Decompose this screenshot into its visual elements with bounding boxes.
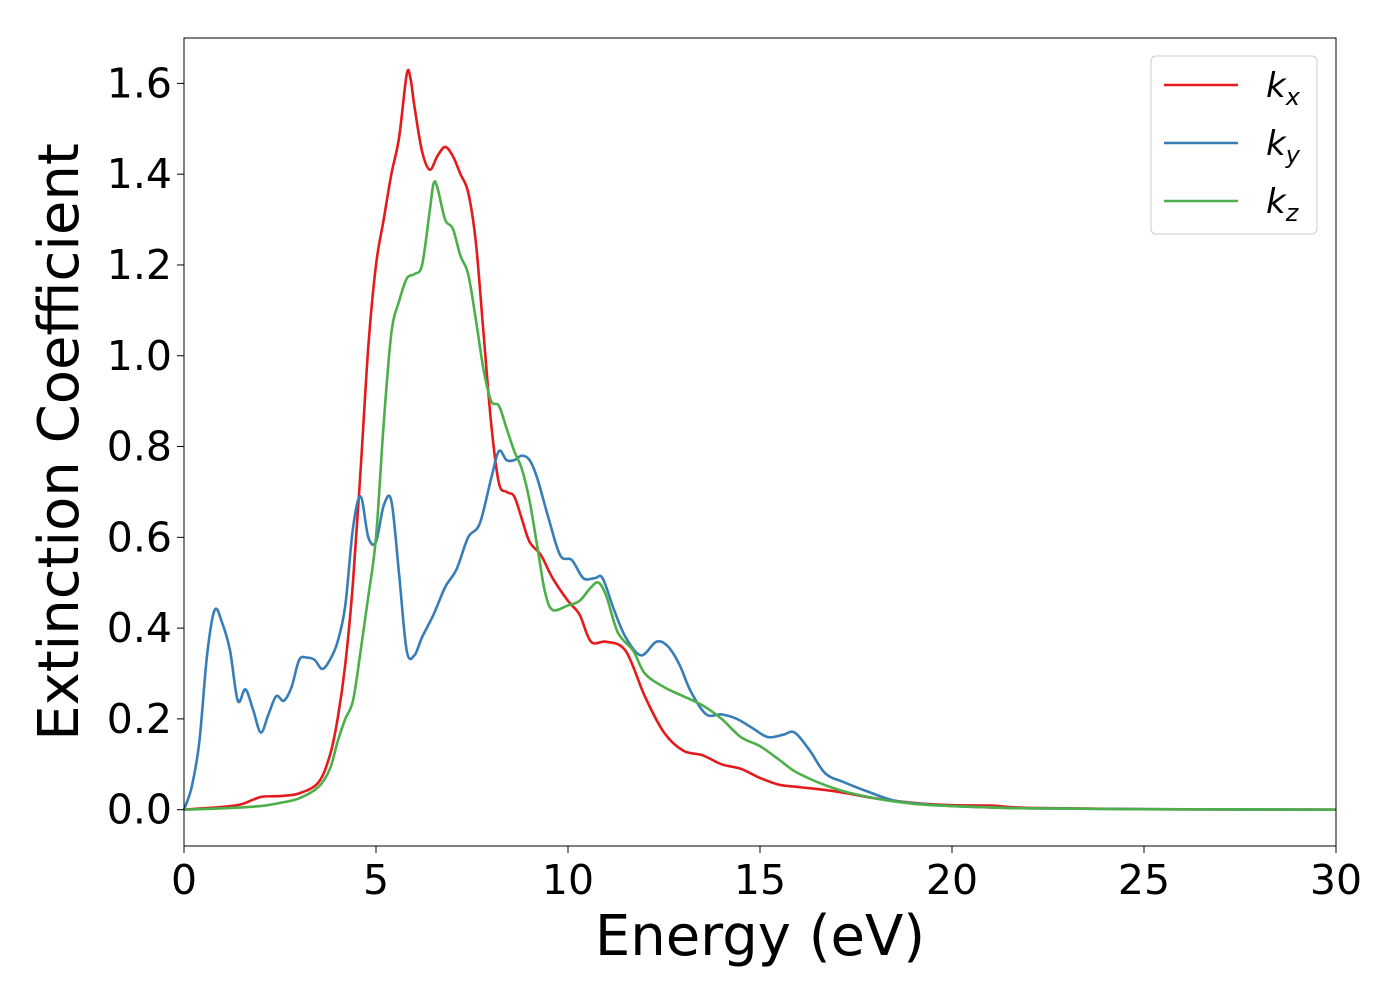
- y-tick-label: 1.2: [107, 241, 172, 289]
- y-axis-ticks: 0.0 0.2 0.4 0.6 0.8 1.0 1.2 1.4 1.6: [107, 59, 184, 834]
- y-tick-label: 0.2: [107, 695, 172, 743]
- x-tick-label: 10: [542, 856, 594, 904]
- x-tick-label: 20: [926, 856, 978, 904]
- legend-label-base: k: [1266, 124, 1287, 164]
- legend-label-ky: ky: [1266, 124, 1301, 169]
- legend-label-subscript: y: [1285, 141, 1301, 169]
- x-tick-label: 0: [171, 856, 197, 904]
- y-tick-label: 0.4: [107, 604, 172, 652]
- series-lines: [182, 68, 1337, 811]
- y-tick-label: 1.0: [107, 332, 172, 380]
- legend-label-kx: kx: [1266, 66, 1301, 111]
- y-tick-label: 0.6: [107, 513, 172, 561]
- x-tick-label: 5: [363, 856, 389, 904]
- legend-box: [1150, 55, 1318, 235]
- y-tick-label: 1.6: [107, 59, 172, 107]
- y-tick-label: 1.4: [107, 150, 172, 198]
- legend-label-subscript: x: [1285, 83, 1301, 111]
- legend-label-base: k: [1266, 182, 1287, 222]
- series-line-kx: [183, 68, 1337, 811]
- y-tick-label: 0.0: [107, 786, 172, 834]
- series-line-kz: [183, 180, 1337, 811]
- y-axis-title: Extinction Coefficient: [27, 143, 92, 741]
- y-tick-label: 0.8: [107, 423, 172, 471]
- x-tick-label: 30: [1310, 856, 1362, 904]
- x-tick-label: 25: [1118, 856, 1170, 904]
- x-axis-title: Energy (eV): [595, 904, 925, 969]
- x-axis-ticks: 0 5 10 15 20 25 30: [171, 846, 1362, 904]
- plot-frame: [183, 37, 1337, 847]
- x-tick-label: 15: [734, 856, 786, 904]
- series-line-ky: [182, 449, 1337, 811]
- legend-label-kz: kz: [1266, 182, 1300, 227]
- legend-label-base: k: [1266, 66, 1287, 106]
- legend-label-subscript: z: [1285, 199, 1300, 227]
